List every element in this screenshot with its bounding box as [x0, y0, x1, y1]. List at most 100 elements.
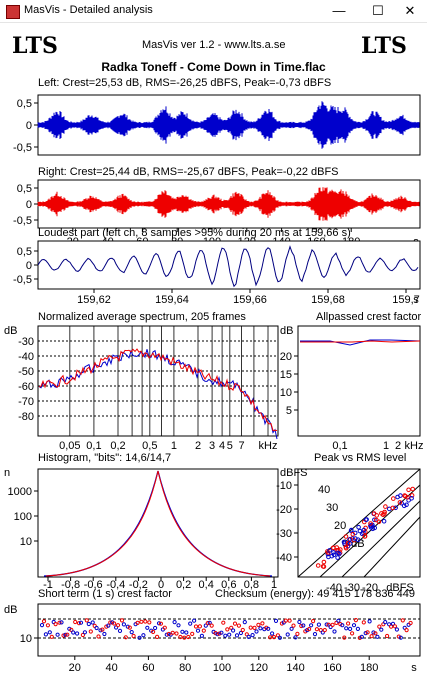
right-channel-ytick-label: -0,5: [13, 215, 32, 227]
short-term-point: [232, 621, 238, 626]
short-term-point: [108, 620, 113, 625]
short-term-point: [182, 635, 187, 640]
maximize-button[interactable]: ☐: [372, 3, 384, 18]
spectrum-xtick-label: 5: [227, 440, 233, 452]
peak-rms-point: [409, 493, 415, 498]
plots-canvas: 0,50-0,50,50-0,520406080100120140160180s…: [4, 94, 423, 674]
short-term-point: [63, 632, 68, 637]
short-term-point: [57, 620, 62, 625]
histogram-xtick-label: -0,4: [106, 579, 125, 591]
short-term-point: [193, 624, 199, 629]
peak-rms-ytick-label: -30: [276, 528, 292, 540]
allpassed-ytick-label: 20: [280, 351, 292, 363]
histogram-xtick-label: 0,4: [199, 579, 214, 591]
short-term-point: [342, 635, 347, 640]
short-term-point: [283, 618, 288, 623]
minimize-button[interactable]: —: [332, 3, 346, 18]
short-term-point: [398, 635, 403, 640]
short-term-point: [324, 622, 329, 627]
peak-rms-point: [401, 503, 407, 509]
short-term-point: [291, 623, 296, 628]
peak-rms-point: [331, 550, 336, 555]
left-channel-label: Left: Crest=25,53 dB, RMS=-26,25 dBFS, P…: [38, 77, 332, 89]
histogram-xtick-label: 0: [158, 579, 164, 591]
short-term-point: [246, 634, 251, 640]
short-term-xtick-label: 40: [105, 662, 117, 674]
peak-rms-ytick-label: -10: [276, 480, 292, 492]
close-button[interactable]: ✕: [404, 3, 416, 18]
spectrum-ytick-label: -80: [18, 411, 34, 423]
app-icon: [6, 5, 20, 19]
short-term-point: [135, 620, 140, 626]
short-term-point: [258, 626, 263, 631]
peak-rms-diagonal-label: 20: [334, 520, 346, 532]
spectrum-xtick-label: 0,5: [142, 440, 157, 452]
short-term-point: [39, 623, 45, 628]
peak-rms-point: [391, 496, 396, 501]
short-term-point: [86, 621, 91, 627]
short-term-point: [392, 624, 397, 629]
short-term-point: [227, 632, 232, 637]
allpassed-xtick-label: 1: [383, 440, 389, 452]
peak-rms-point: [337, 551, 342, 557]
peak-rms-point: [355, 537, 361, 543]
short-term-point: [197, 624, 202, 629]
allpassed-yunit: dB: [280, 325, 293, 337]
peak-rms-point: [331, 552, 337, 558]
histogram-xtick-label: 0,6: [221, 579, 236, 591]
short-term-point: [316, 622, 321, 627]
short-term-point: [365, 630, 370, 635]
spectrum-ytick-label: -60: [18, 381, 34, 393]
short-term-point: [184, 630, 189, 635]
short-term-point: [385, 633, 390, 639]
short-term-point: [166, 631, 171, 637]
short-term-point: [137, 635, 142, 640]
short-term-point: [248, 625, 253, 630]
short-term-point: [195, 628, 201, 633]
loudest-waveform: [37, 245, 419, 288]
window-titlebar: MasVis - Detailed analysis — ☐ ✕: [0, 0, 427, 23]
peak-rms-point: [363, 517, 369, 523]
histogram-ytick-label: 100: [14, 511, 32, 523]
short-term-point: [188, 621, 193, 626]
short-term-point: [76, 621, 82, 626]
short-term-point: [141, 633, 146, 638]
short-term-point: [131, 633, 136, 639]
peak-rms-diagonal: [319, 484, 421, 578]
short-term-point: [155, 634, 160, 640]
short-term-point: [238, 630, 243, 636]
peak-rms-ytick-label: -20: [276, 504, 292, 516]
peak-rms-point: [362, 533, 368, 539]
peak-rms-point: [356, 524, 361, 530]
peak-rms-point: [343, 534, 349, 539]
short-term-point: [330, 622, 335, 628]
allpassed-ytick-label: 5: [286, 405, 292, 417]
peak-rms-point: [374, 513, 380, 518]
peak-rms-point: [372, 525, 378, 531]
short-term-point: [344, 626, 349, 631]
histogram-xtick-label: -0,2: [129, 579, 148, 591]
short-term-point: [389, 624, 394, 629]
short-term-point: [260, 621, 265, 626]
short-term-point: [277, 635, 282, 640]
histogram-curve-right: [45, 470, 271, 577]
short-term-point: [275, 633, 280, 638]
peak-rms-xtick-label: -40: [326, 582, 342, 594]
short-term-point: [45, 623, 51, 628]
short-term-point: [69, 627, 74, 633]
allpassed-xtick-label: 2: [395, 440, 401, 452]
short-term-point: [174, 631, 179, 636]
short-term-point: [404, 628, 409, 633]
short-term-xtick-label: 180: [360, 662, 378, 674]
peak-rms-point: [334, 548, 340, 553]
loudest-ytick-label: 0,5: [17, 246, 32, 258]
short-term-point: [80, 632, 86, 638]
spectrum-ytick-label: -70: [18, 396, 34, 408]
spectrum-curve: [38, 348, 278, 432]
short-term-point: [254, 629, 259, 634]
short-term-point: [271, 635, 277, 640]
short-term-point: [143, 619, 148, 624]
version-text: MasVis ver 1.2 - www.lts.a.se: [142, 39, 286, 51]
histogram-xtick-label: -1: [43, 579, 53, 591]
short-term-point: [127, 625, 132, 630]
